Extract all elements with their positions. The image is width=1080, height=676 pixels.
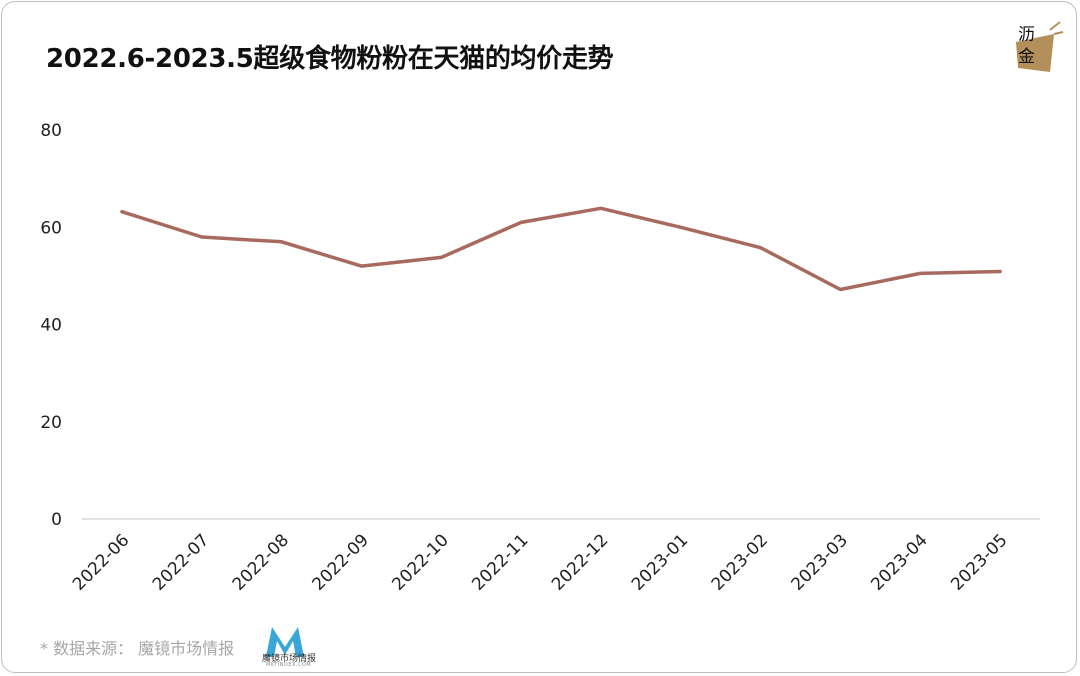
x-tick-label: 2022-08	[229, 530, 293, 594]
x-tick-label: 2023-02	[708, 530, 772, 594]
x-tick-label: 2023-04	[867, 530, 931, 594]
x-tick-label: 2023-05	[947, 530, 1011, 594]
lijin-logo: 沥 金	[1016, 21, 1064, 72]
mktindex-logo-url: MKTINDEX.COM	[266, 662, 312, 668]
x-tick-label: 2022-09	[309, 530, 373, 594]
x-axis: 2022-06 2022-07 2022-08 2022-09 2022-10 2022-…	[69, 530, 1012, 594]
y-axis: 0 20 40 60 80	[40, 121, 62, 530]
mktindex-logo	[266, 627, 304, 657]
y-tick-label: 40	[40, 316, 62, 336]
y-tick-label: 80	[40, 121, 62, 141]
logo-m-shape	[266, 627, 304, 657]
chart-title: 2022.6-2023.5超级食物粉粉在天猫的均价走势	[46, 44, 614, 74]
x-tick-label: 2023-03	[788, 530, 852, 594]
series-layer	[120, 206, 1002, 292]
logo-shape	[1016, 34, 1054, 72]
y-tick-label: 60	[40, 218, 62, 238]
x-tick-label: 2022-10	[388, 530, 452, 594]
logo-char-2: 金	[1018, 47, 1035, 67]
logo-char-1: 沥	[1018, 25, 1035, 45]
mktindex-logo-text: 魔镜市场情报	[262, 654, 317, 664]
series-line	[120, 206, 1002, 292]
y-tick-label: 0	[51, 510, 62, 530]
x-tick-label: 2022-11	[468, 530, 532, 594]
data-source: * 数据来源： 魔镜市场情报	[40, 639, 235, 658]
y-tick-label: 20	[40, 413, 62, 433]
x-tick-label: 2022-12	[548, 530, 612, 594]
x-tick-label: 2022-07	[149, 530, 213, 594]
x-tick-label: 2023-01	[628, 530, 692, 594]
x-tick-label: 2022-06	[69, 530, 133, 594]
